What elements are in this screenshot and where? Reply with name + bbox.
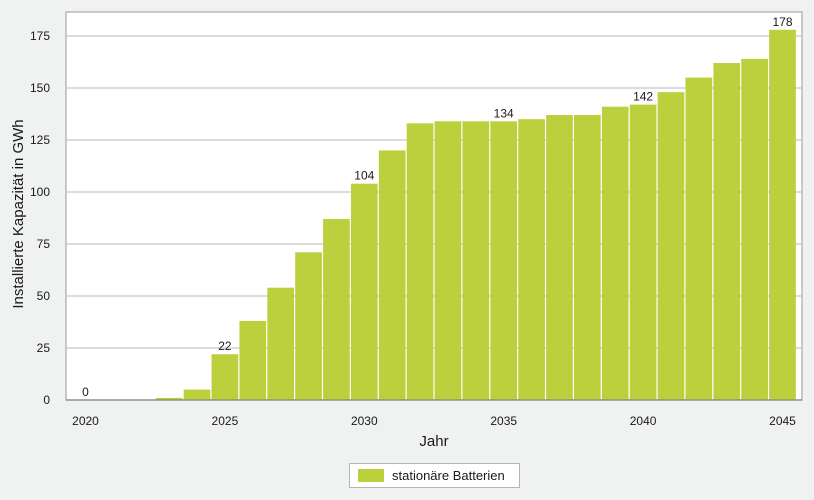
bar-2039 <box>601 106 629 400</box>
bar-2028 <box>295 252 322 400</box>
bar-2023 <box>155 397 183 400</box>
data-label-2035: 134 <box>494 106 514 120</box>
data-label-2020: 0 <box>82 385 89 399</box>
y-tick-label: 150 <box>30 81 50 95</box>
data-label-2040: 142 <box>633 90 653 104</box>
x-tick-label: 2040 <box>630 414 657 428</box>
x-tick-label: 2025 <box>212 414 239 428</box>
data-label-2045: 178 <box>772 15 792 29</box>
bar-2040 <box>629 104 657 400</box>
legend-label: stationäre Batterien <box>392 468 505 483</box>
x-tick-label: 2030 <box>351 414 378 428</box>
y-tick-label: 0 <box>43 393 50 407</box>
y-tick-label: 100 <box>30 185 50 199</box>
bars <box>155 29 796 401</box>
bar-2024 <box>183 389 211 400</box>
bar-2032 <box>406 123 434 401</box>
x-axis-title: Jahr <box>419 433 448 450</box>
bar-2030 <box>350 183 378 400</box>
bar-2026 <box>239 320 267 400</box>
bar-2038 <box>574 115 601 400</box>
y-tick-label: 50 <box>37 289 51 303</box>
bar-2044 <box>741 58 768 400</box>
data-label-2030: 104 <box>354 169 374 183</box>
bar-2033 <box>434 121 462 400</box>
x-tick-label: 2035 <box>490 414 517 428</box>
bar-2043 <box>713 63 741 400</box>
bar-2041 <box>657 92 685 400</box>
legend-swatch <box>358 469 384 482</box>
bar-2037 <box>546 115 573 400</box>
bar-2027 <box>267 287 294 400</box>
bar-2031 <box>378 150 406 400</box>
y-tick-label: 25 <box>37 341 51 355</box>
y-axis-title: Installierte Kapazität in GWh <box>10 119 27 308</box>
data-label-2025: 22 <box>218 339 232 353</box>
legend: stationäre Batterien <box>349 463 520 488</box>
x-axis: 2020 2025 2030 2035 2040 2045 <box>66 399 802 428</box>
y-tick-label: 125 <box>30 133 50 147</box>
bar-2035 <box>490 121 518 400</box>
x-tick-label: 2045 <box>769 414 796 428</box>
bar-2029 <box>323 219 350 400</box>
x-tick-label: 2020 <box>72 414 99 428</box>
data-labels: 0 22 104 134 142 178 <box>82 15 793 399</box>
bar-2025 <box>211 354 239 400</box>
y-tick-label: 75 <box>37 237 51 251</box>
y-axis: 0 25 50 75 100 125 150 175 <box>30 29 50 407</box>
y-tick-label: 175 <box>30 29 50 43</box>
bar-2045 <box>769 29 796 400</box>
bar-2042 <box>685 77 713 400</box>
bar-2034 <box>462 121 490 400</box>
bar-2036 <box>518 119 545 400</box>
